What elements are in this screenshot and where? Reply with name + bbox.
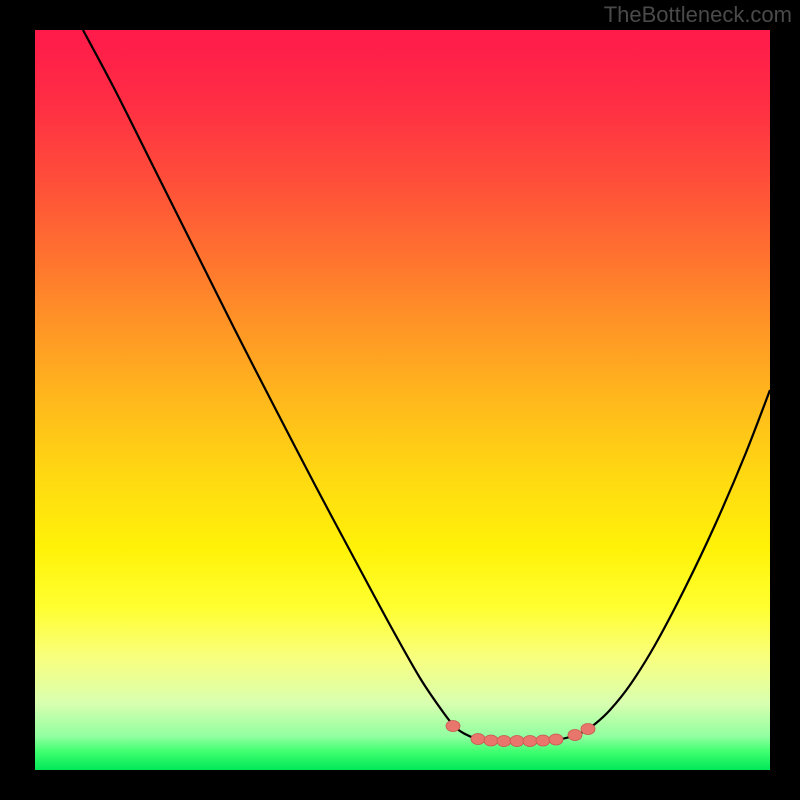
curve-marker xyxy=(568,730,582,741)
curve-marker xyxy=(536,735,550,746)
curve-marker xyxy=(446,721,460,732)
curve-marker xyxy=(484,735,498,746)
curve-marker xyxy=(581,724,595,735)
curve-marker xyxy=(471,734,485,745)
curve-marker xyxy=(523,736,537,747)
gradient-background xyxy=(35,30,770,770)
curve-marker xyxy=(510,736,524,747)
watermark-text: TheBottleneck.com xyxy=(604,2,792,28)
curve-marker xyxy=(497,736,511,747)
chart-container: TheBottleneck.com xyxy=(0,0,800,800)
curve-marker xyxy=(549,734,563,745)
heatmap-chart xyxy=(35,30,770,770)
